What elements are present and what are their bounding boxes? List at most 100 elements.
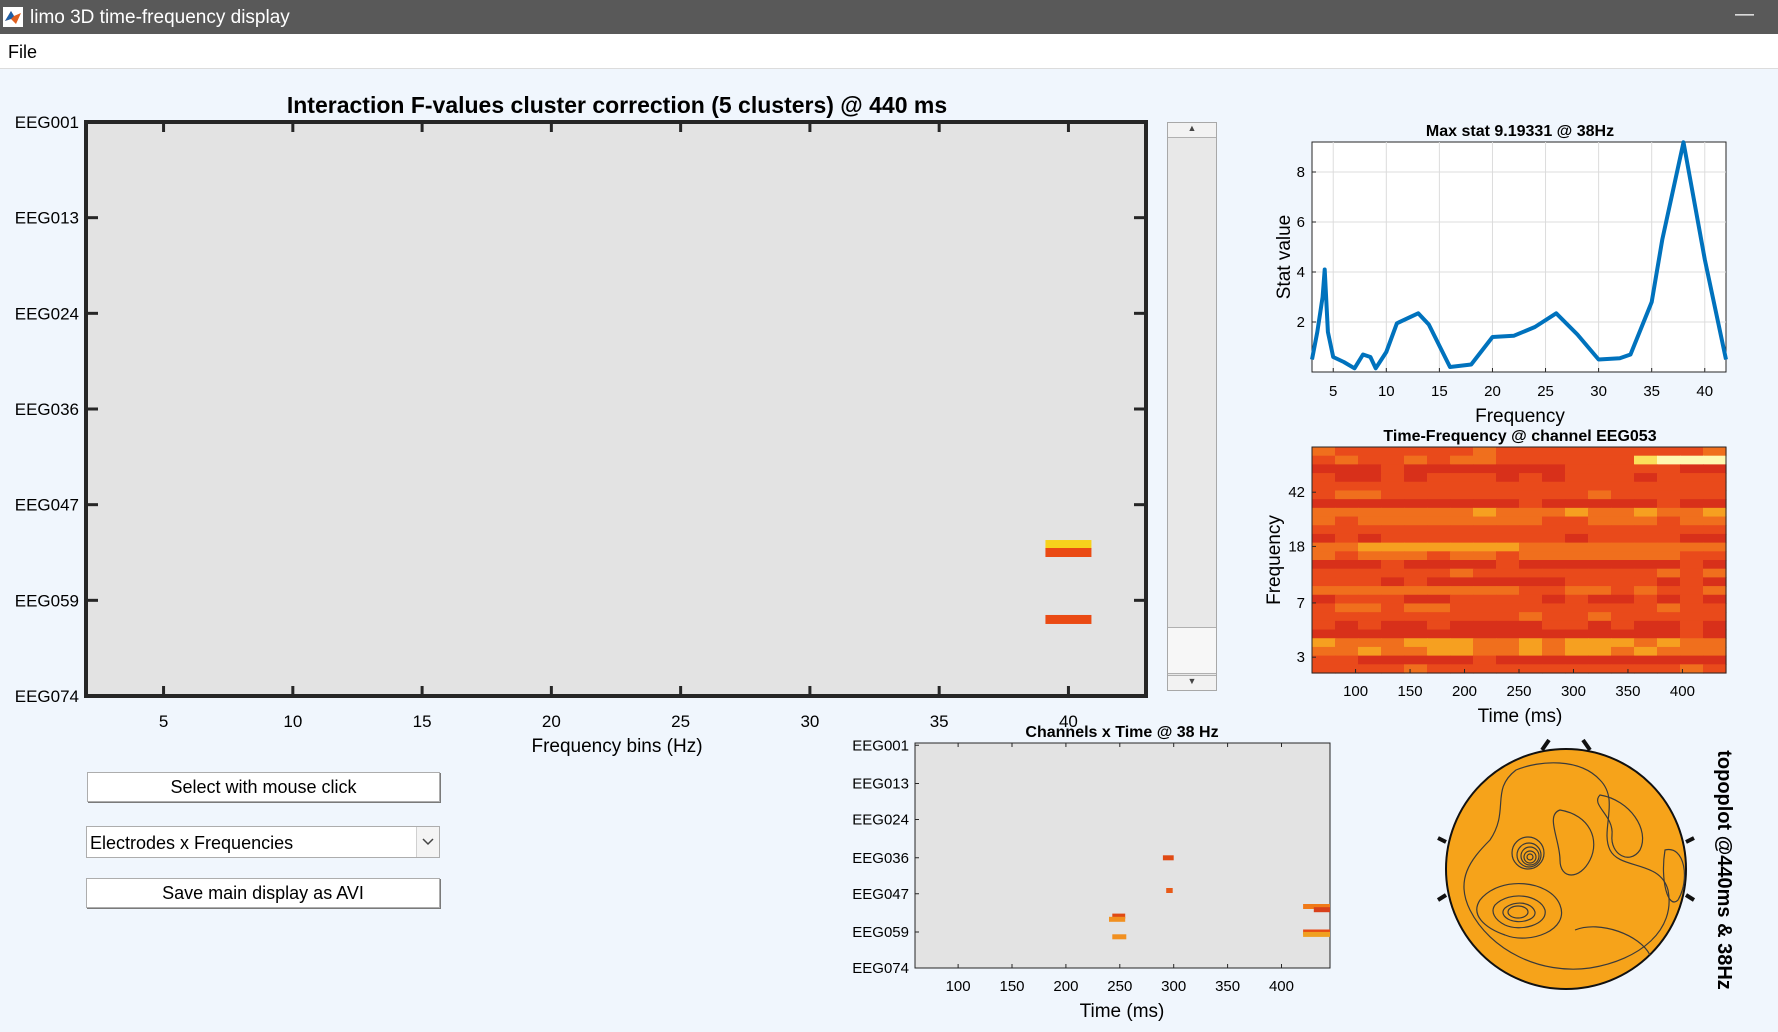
tf-cell xyxy=(1404,655,1428,665)
tf-cell xyxy=(1565,603,1589,613)
tf-cell xyxy=(1519,533,1543,544)
tf-cell xyxy=(1565,490,1589,500)
tf-cell xyxy=(1312,447,1336,457)
tf-cell xyxy=(1519,447,1543,457)
tf-cell xyxy=(1473,577,1497,587)
window-titlebar: limo 3D time-frequency display — xyxy=(0,0,1778,34)
tf-cell xyxy=(1358,560,1382,570)
main-plot-area[interactable] xyxy=(84,120,1148,698)
tf-cell xyxy=(1611,646,1635,657)
tf-cell xyxy=(1358,490,1382,500)
topoplot-label: topoplot @440ms & 38Hz xyxy=(1713,750,1735,990)
ct-xtick-label: 200 xyxy=(1053,978,1078,995)
tf-cell xyxy=(1427,612,1451,622)
tf-cell xyxy=(1634,620,1658,631)
minimize-button[interactable]: — xyxy=(1735,4,1754,25)
main-ytick-label: EEG001 xyxy=(15,113,79,132)
tf-cell xyxy=(1404,629,1428,639)
tf-cell xyxy=(1542,447,1566,457)
tf-cell xyxy=(1634,499,1658,509)
tf-cell xyxy=(1496,560,1520,570)
main-plot-title: Interaction F-values cluster correction … xyxy=(287,92,947,118)
max-stat-xlabel: Frequency xyxy=(1475,406,1565,427)
select-mouse-click-button[interactable]: Select with mouse click xyxy=(87,772,440,802)
tf-cell xyxy=(1473,473,1497,483)
ct-cluster-cell xyxy=(1166,888,1173,893)
tf-cell xyxy=(1404,490,1428,500)
tf-ytick-label: 42 xyxy=(1288,484,1305,501)
tf-cell xyxy=(1703,542,1727,552)
tf-cell xyxy=(1611,603,1635,613)
tf-cell xyxy=(1565,577,1589,587)
tf-cell xyxy=(1565,629,1589,639)
tf-cell xyxy=(1680,629,1704,639)
main-xtick-label: 20 xyxy=(542,712,561,731)
tf-cell xyxy=(1519,481,1543,492)
tf-cell xyxy=(1404,586,1428,596)
tf-cell xyxy=(1404,603,1428,613)
tf-cell xyxy=(1519,525,1543,535)
tf-cell xyxy=(1358,551,1382,561)
tf-cell xyxy=(1588,594,1612,605)
main-ytick-label: EEG047 xyxy=(15,496,79,515)
tf-cell xyxy=(1703,664,1727,674)
tf-cell xyxy=(1404,594,1428,605)
max-stat-ylabel: Stat value xyxy=(1274,215,1295,300)
tf-cell xyxy=(1680,447,1704,457)
ct-cluster-cell xyxy=(1303,931,1330,937)
tf-cell xyxy=(1473,516,1497,526)
main-ytick-label: EEG024 xyxy=(15,304,79,323)
tf-cell xyxy=(1611,577,1635,587)
tf-cell xyxy=(1519,542,1543,552)
tf-cell xyxy=(1427,664,1451,674)
save-avi-button[interactable]: Save main display as AVI xyxy=(86,878,440,908)
tf-cell xyxy=(1404,542,1428,552)
tf-cell xyxy=(1611,533,1635,544)
tf-cell xyxy=(1542,638,1566,648)
tf-cell xyxy=(1565,612,1589,622)
menu-file[interactable]: File xyxy=(8,42,38,62)
tf-cell xyxy=(1450,612,1474,622)
tf-cell xyxy=(1312,473,1336,483)
tf-cell xyxy=(1588,646,1612,657)
window-title: limo 3D time-frequency display xyxy=(30,7,290,28)
tf-cell xyxy=(1427,551,1451,561)
tf-cell xyxy=(1588,586,1612,596)
tf-cell xyxy=(1703,455,1727,465)
tf-cell xyxy=(1657,629,1681,639)
tf-xtick-label: 100 xyxy=(1343,683,1368,700)
ct-plot-area[interactable] xyxy=(914,742,1331,969)
tf-cell xyxy=(1703,603,1727,613)
tf-cell xyxy=(1519,516,1543,526)
scroll-up-icon[interactable]: ▲ xyxy=(1168,123,1216,138)
view-mode-dropdown[interactable]: Electrodes x Frequencies xyxy=(86,826,440,858)
tf-cell xyxy=(1473,542,1497,552)
scroll-down-icon[interactable]: ▼ xyxy=(1168,675,1216,690)
tf-cell xyxy=(1565,533,1589,544)
max-stat-plot-area[interactable] xyxy=(1311,141,1727,373)
tf-cell xyxy=(1634,577,1658,587)
topoplot[interactable] xyxy=(1436,738,1696,990)
max-stat-xtick-label: 25 xyxy=(1537,383,1554,400)
tf-cell xyxy=(1588,507,1612,518)
tf-cell xyxy=(1381,612,1405,622)
tf-cell xyxy=(1473,603,1497,613)
chevron-down-icon[interactable] xyxy=(416,827,439,857)
tf-xtick-label: 150 xyxy=(1398,683,1423,700)
tf-cell xyxy=(1703,577,1727,587)
tf-cell xyxy=(1496,533,1520,544)
tf-cell xyxy=(1335,638,1359,648)
tf-cell xyxy=(1588,629,1612,639)
tf-cell xyxy=(1335,447,1359,457)
tf-cell xyxy=(1335,499,1359,509)
main-plot-scrollbar[interactable]: ▲ ▼ xyxy=(1167,122,1217,691)
tf-cell xyxy=(1335,568,1359,578)
tf-heatmap[interactable] xyxy=(1312,447,1727,674)
tf-cell xyxy=(1542,646,1566,657)
scroll-thumb[interactable] xyxy=(1168,627,1216,674)
tf-cell xyxy=(1381,464,1405,474)
tf-cell xyxy=(1703,568,1727,578)
ct-title: Channels x Time @ 38 Hz xyxy=(1025,724,1218,741)
tf-cell xyxy=(1312,664,1336,674)
tf-cell xyxy=(1657,551,1681,561)
